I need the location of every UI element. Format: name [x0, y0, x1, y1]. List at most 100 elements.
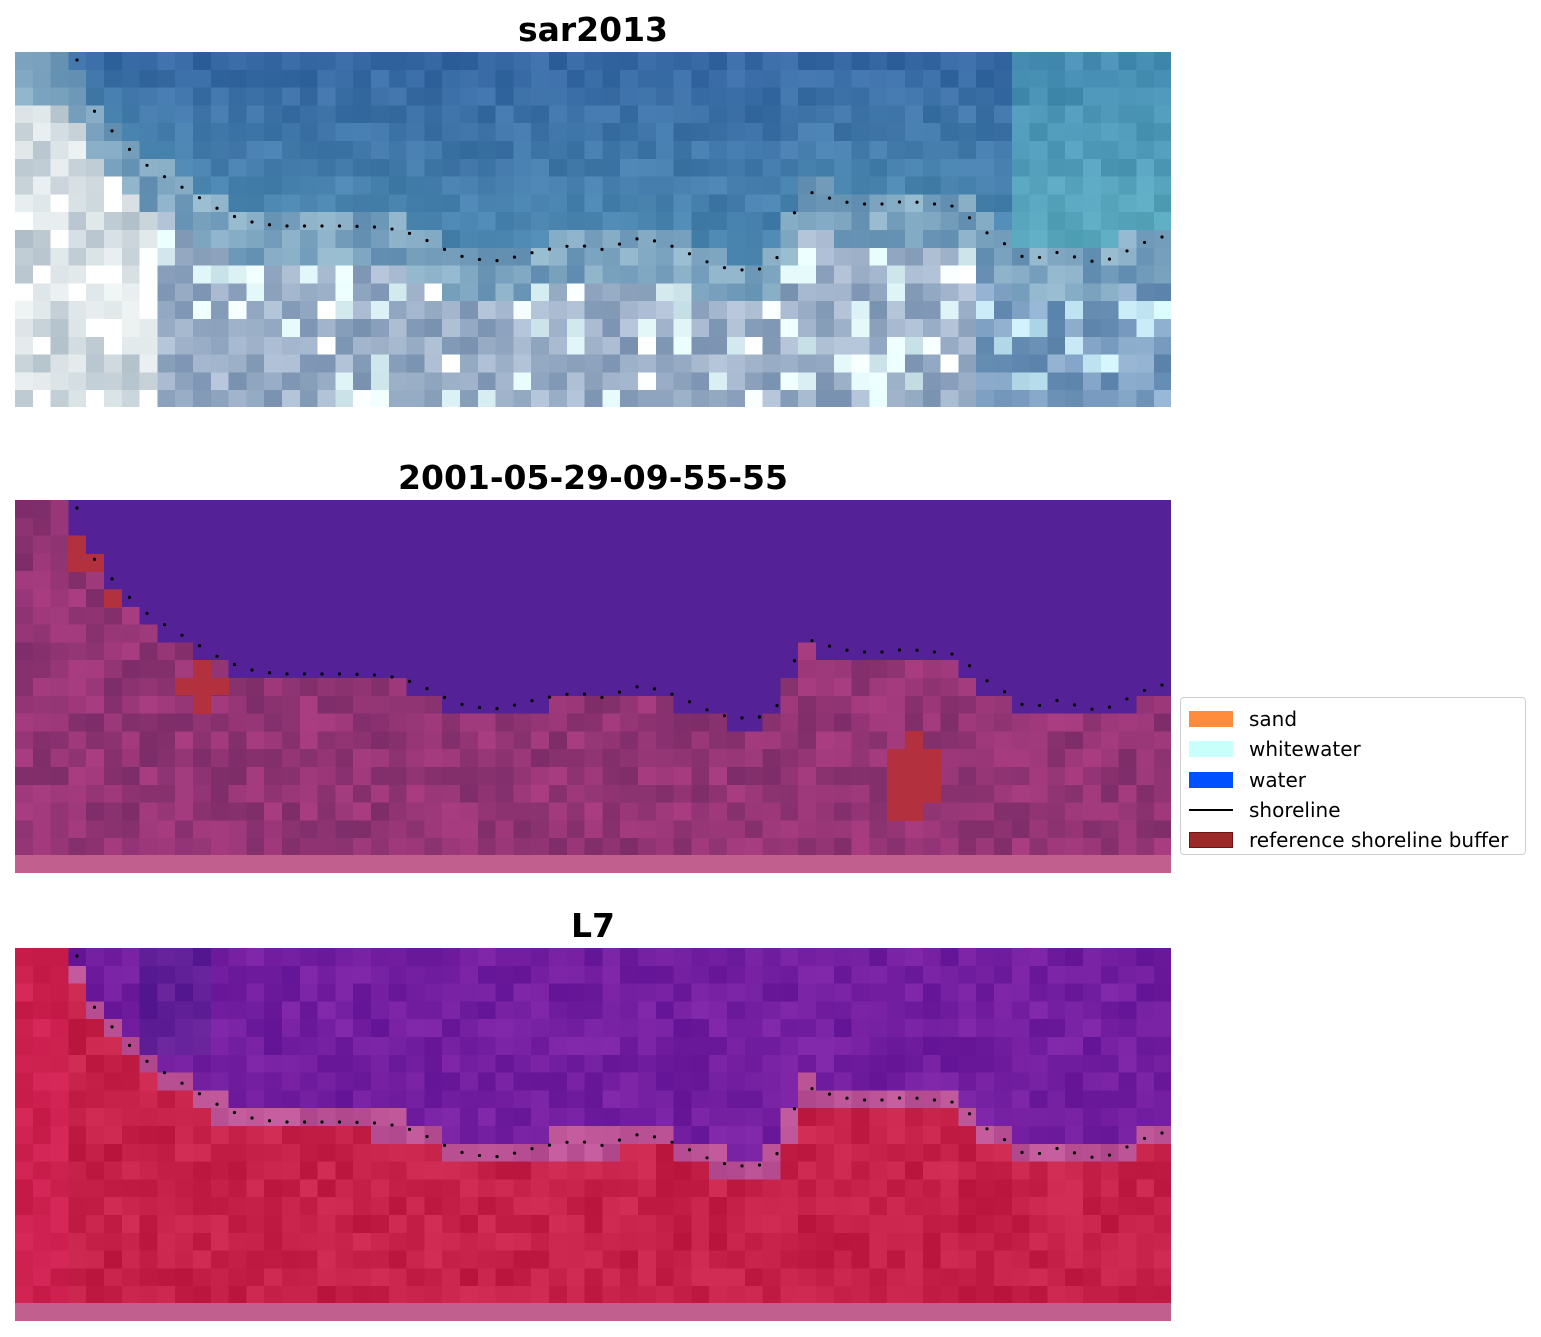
class-pixel [460, 571, 479, 590]
shoreline-point [320, 1120, 324, 1124]
index-pixel [922, 1072, 942, 1091]
index-pixel [1065, 1179, 1084, 1198]
class-pixel [460, 500, 479, 519]
index-pixel [584, 1054, 603, 1074]
class-pixel [32, 535, 52, 554]
class-pixel [139, 713, 158, 732]
class-pixel [780, 678, 799, 697]
class-pixel [602, 571, 621, 590]
index-pixel [388, 1161, 408, 1180]
index-pixel [940, 1001, 959, 1020]
shoreline-point [722, 1162, 727, 1166]
image-pixel [193, 52, 212, 71]
image-pixel [1047, 212, 1066, 231]
image-pixel [887, 247, 906, 267]
index-pixel [549, 1286, 568, 1305]
index-pixel [798, 1250, 817, 1269]
index-pixel [104, 948, 123, 967]
image-pixel [210, 158, 230, 178]
shoreline-point [617, 242, 622, 246]
image-pixel [68, 336, 87, 356]
image-pixel [549, 123, 568, 142]
class-pixel [424, 731, 443, 750]
class-pixel [887, 678, 906, 697]
class-pixel [691, 713, 710, 732]
class-pixel [691, 784, 710, 804]
shoreline-point [1125, 697, 1129, 701]
image-pixel [228, 176, 247, 195]
index-pixel [282, 1054, 301, 1074]
index-pixel [157, 1215, 176, 1234]
image-pixel [104, 319, 123, 338]
index-pixel [477, 1232, 497, 1252]
index-pixel [994, 1090, 1013, 1109]
image-pixel [15, 265, 34, 284]
image-pixel [371, 176, 390, 195]
image-pixel [210, 123, 230, 142]
class-pixel [50, 589, 69, 608]
index-pixel [940, 1179, 959, 1198]
index-pixel [851, 1001, 870, 1020]
index-pixel [32, 1250, 52, 1269]
index-pixel [32, 1126, 52, 1145]
shoreline-point [635, 685, 639, 689]
class-pixel [513, 678, 532, 697]
image-pixel [602, 301, 621, 320]
class-pixel [495, 784, 514, 804]
index-pixel [1047, 1179, 1066, 1198]
class-pixel [1029, 838, 1048, 857]
class-pixel [477, 606, 497, 626]
image-pixel [655, 336, 675, 356]
class-pixel [264, 749, 283, 768]
image-pixel [1118, 247, 1137, 267]
shoreline-point [530, 699, 534, 703]
class-pixel [638, 553, 657, 572]
index-pixel [121, 1161, 141, 1180]
class-pixel [68, 571, 87, 590]
index-pixel [620, 948, 639, 967]
class-pixel [1154, 571, 1171, 590]
index-pixel [175, 948, 194, 967]
image-pixel [15, 158, 34, 178]
index-pixel [673, 1090, 692, 1109]
index-pixel [584, 1126, 603, 1145]
index-pixel [584, 1019, 603, 1038]
image-pixel [264, 123, 283, 142]
image-pixel [1100, 319, 1120, 338]
class-pixel [210, 517, 230, 537]
index-pixel [1118, 1179, 1137, 1198]
class-pixel [833, 767, 853, 786]
class-pixel [940, 749, 959, 768]
index-pixel [1136, 1037, 1155, 1056]
image-pixel [228, 87, 247, 106]
image-pixel [1047, 194, 1066, 213]
index-pixel [709, 1215, 728, 1234]
index-pixel [246, 1072, 265, 1091]
index-pixel [673, 1161, 692, 1180]
image-pixel [50, 212, 69, 231]
class-pixel [32, 517, 52, 537]
image-pixel [620, 390, 639, 407]
image-pixel [780, 336, 799, 356]
image-pixel [905, 105, 924, 124]
index-pixel [1011, 965, 1031, 985]
class-pixel [1136, 678, 1155, 697]
image-pixel [833, 372, 853, 391]
index-pixel [833, 983, 853, 1002]
class-pixel [353, 695, 372, 715]
class-pixel [1118, 624, 1137, 643]
class-pixel [531, 571, 550, 590]
index-pixel [602, 1161, 621, 1180]
class-pixel [638, 500, 657, 519]
class-pixel [15, 660, 34, 679]
index-pixel [86, 1161, 105, 1180]
image-pixel [513, 336, 532, 356]
index-pixel [655, 1001, 675, 1020]
image-pixel [50, 69, 69, 89]
index-pixel [1047, 1054, 1066, 1074]
image-pixel [994, 123, 1013, 142]
index-pixel [157, 1072, 176, 1091]
class-pixel [638, 678, 657, 697]
class-pixel [655, 589, 675, 608]
class-pixel [994, 731, 1013, 750]
